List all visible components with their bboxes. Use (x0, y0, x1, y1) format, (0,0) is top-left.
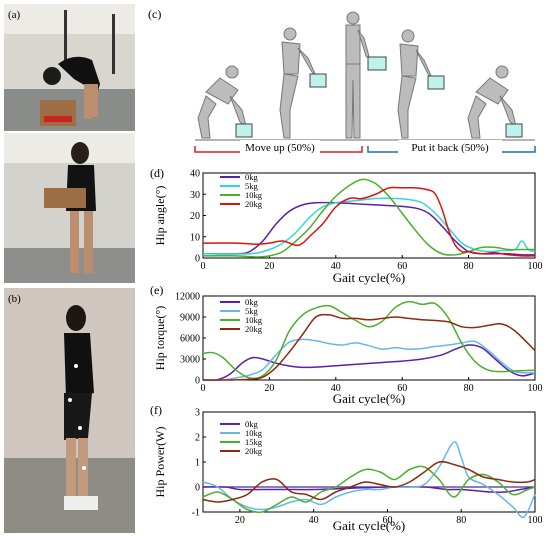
label-a: (a) (8, 9, 21, 21)
legend-label-0kg: 0kg (245, 297, 259, 307)
legend-label-10kg: 10kg (245, 190, 263, 200)
legend-label-0kg: 0kg (245, 172, 259, 182)
series-line-0kg (202, 344, 536, 382)
phase-move-up-label: Move up (50%) (245, 142, 315, 154)
photo-marker-profile: (b) (4, 288, 135, 533)
photo-bent-svg (4, 4, 135, 131)
photo-lifting-bent: (a) (4, 4, 135, 131)
series-line-5kg (202, 338, 536, 381)
panel-label-e: (e) (150, 283, 163, 297)
phase-put-back-label: Put it back (50%) (411, 142, 489, 154)
posture-squat-left (197, 65, 253, 139)
legend-label-10kg: 10kg (245, 428, 263, 438)
x-tick-label: 20 (264, 383, 274, 394)
x-tick-label: 60 (397, 261, 407, 272)
y-tick-label: -1 (192, 508, 200, 519)
y-tick-label: 20 (190, 211, 200, 222)
y-tick-label: 0 (195, 483, 200, 494)
x-tick-label: 40 (331, 383, 341, 394)
y-tick-label: 40 (190, 169, 200, 180)
legend-label-10kg: 10kg (245, 315, 263, 325)
y-axis-label: Hip Power(W) (153, 427, 167, 498)
y-tick-label: 1 (195, 458, 200, 469)
legend-label-15kg: 15kg (245, 437, 263, 447)
y-tick-label: 30 (190, 190, 200, 201)
label-c: (c) (148, 7, 161, 21)
x-tick-label: 0 (201, 383, 206, 394)
x-axis-label: Gait cycle(%) (333, 391, 406, 406)
x-tick-label: 20 (235, 515, 245, 526)
x-tick-label: 100 (528, 515, 543, 526)
x-tick-label: 100 (528, 261, 543, 272)
y-tick-label: 3000 (180, 355, 200, 366)
series-line-15kg (202, 465, 536, 514)
posture-lean-1 (279, 27, 327, 139)
y-tick-label: 6000 (180, 334, 200, 345)
photo-profile-svg (4, 288, 135, 533)
posture-squat-right (467, 65, 523, 139)
series-line-10kg (202, 300, 536, 380)
y-tick-label: 10 (190, 232, 200, 243)
x-axis-label: Gait cycle(%) (333, 270, 406, 285)
legend-label-20kg: 20kg (245, 324, 263, 334)
series-line-20kg (203, 313, 536, 381)
photo-upright-svg (4, 133, 135, 283)
x-tick-label: 80 (464, 261, 474, 272)
legend-label-20kg: 20kg (245, 199, 263, 209)
series-line-10kg (202, 178, 535, 258)
hip-torque-chart: (e) 0 20 40 60 80 100 0 3000 6000 9000 12000 Gait cy… (150, 283, 543, 406)
y-axis-label: Hip torque(°) (153, 306, 167, 370)
series-line-10kg (202, 441, 536, 519)
y-tick-label: 3 (195, 408, 200, 419)
x-tick-label: 0 (201, 261, 206, 272)
series-line-20kg (202, 186, 536, 257)
y-tick-label: 2 (195, 433, 200, 444)
legend-label-0kg: 0kg (245, 419, 259, 429)
x-tick-label: 20 (264, 261, 274, 272)
y-tick-label: 12000 (175, 292, 200, 303)
y-axis-label: Hip angle(°) (153, 186, 167, 246)
photo-lifting-upright (4, 133, 135, 283)
label-b: (b) (8, 293, 21, 305)
posture-lean-2 (397, 29, 445, 139)
x-tick-label: 60 (382, 515, 392, 526)
lifting-schematic: (c) (148, 7, 536, 154)
x-axis-label: Gait cycle(%) (333, 518, 406, 533)
x-tick-label: 60 (397, 383, 407, 394)
y-tick-label: 0 (195, 254, 200, 265)
panel-label-d: (d) (150, 166, 164, 180)
x-tick-label: 80 (456, 515, 466, 526)
legend-label-5kg: 5kg (245, 181, 259, 191)
x-tick-label: 40 (309, 515, 319, 526)
y-tick-label: 9000 (180, 313, 200, 324)
series-line-20kg (202, 460, 536, 503)
legend-label-20kg: 20kg (245, 446, 263, 456)
panel-label-f: (f) (150, 403, 162, 417)
legend-label-5kg: 5kg (245, 306, 259, 316)
hip-power-chart: (f) 20 40 60 80 100 -1 0 1 2 3 Gait cycle(%) Hip Pow… (150, 403, 543, 533)
x-tick-label: 40 (331, 261, 341, 272)
x-tick-label: 100 (528, 383, 543, 394)
y-tick-label: 0 (195, 376, 200, 387)
series-line-5kg (202, 197, 536, 255)
x-tick-label: 80 (464, 383, 474, 394)
posture-standing (345, 11, 387, 139)
